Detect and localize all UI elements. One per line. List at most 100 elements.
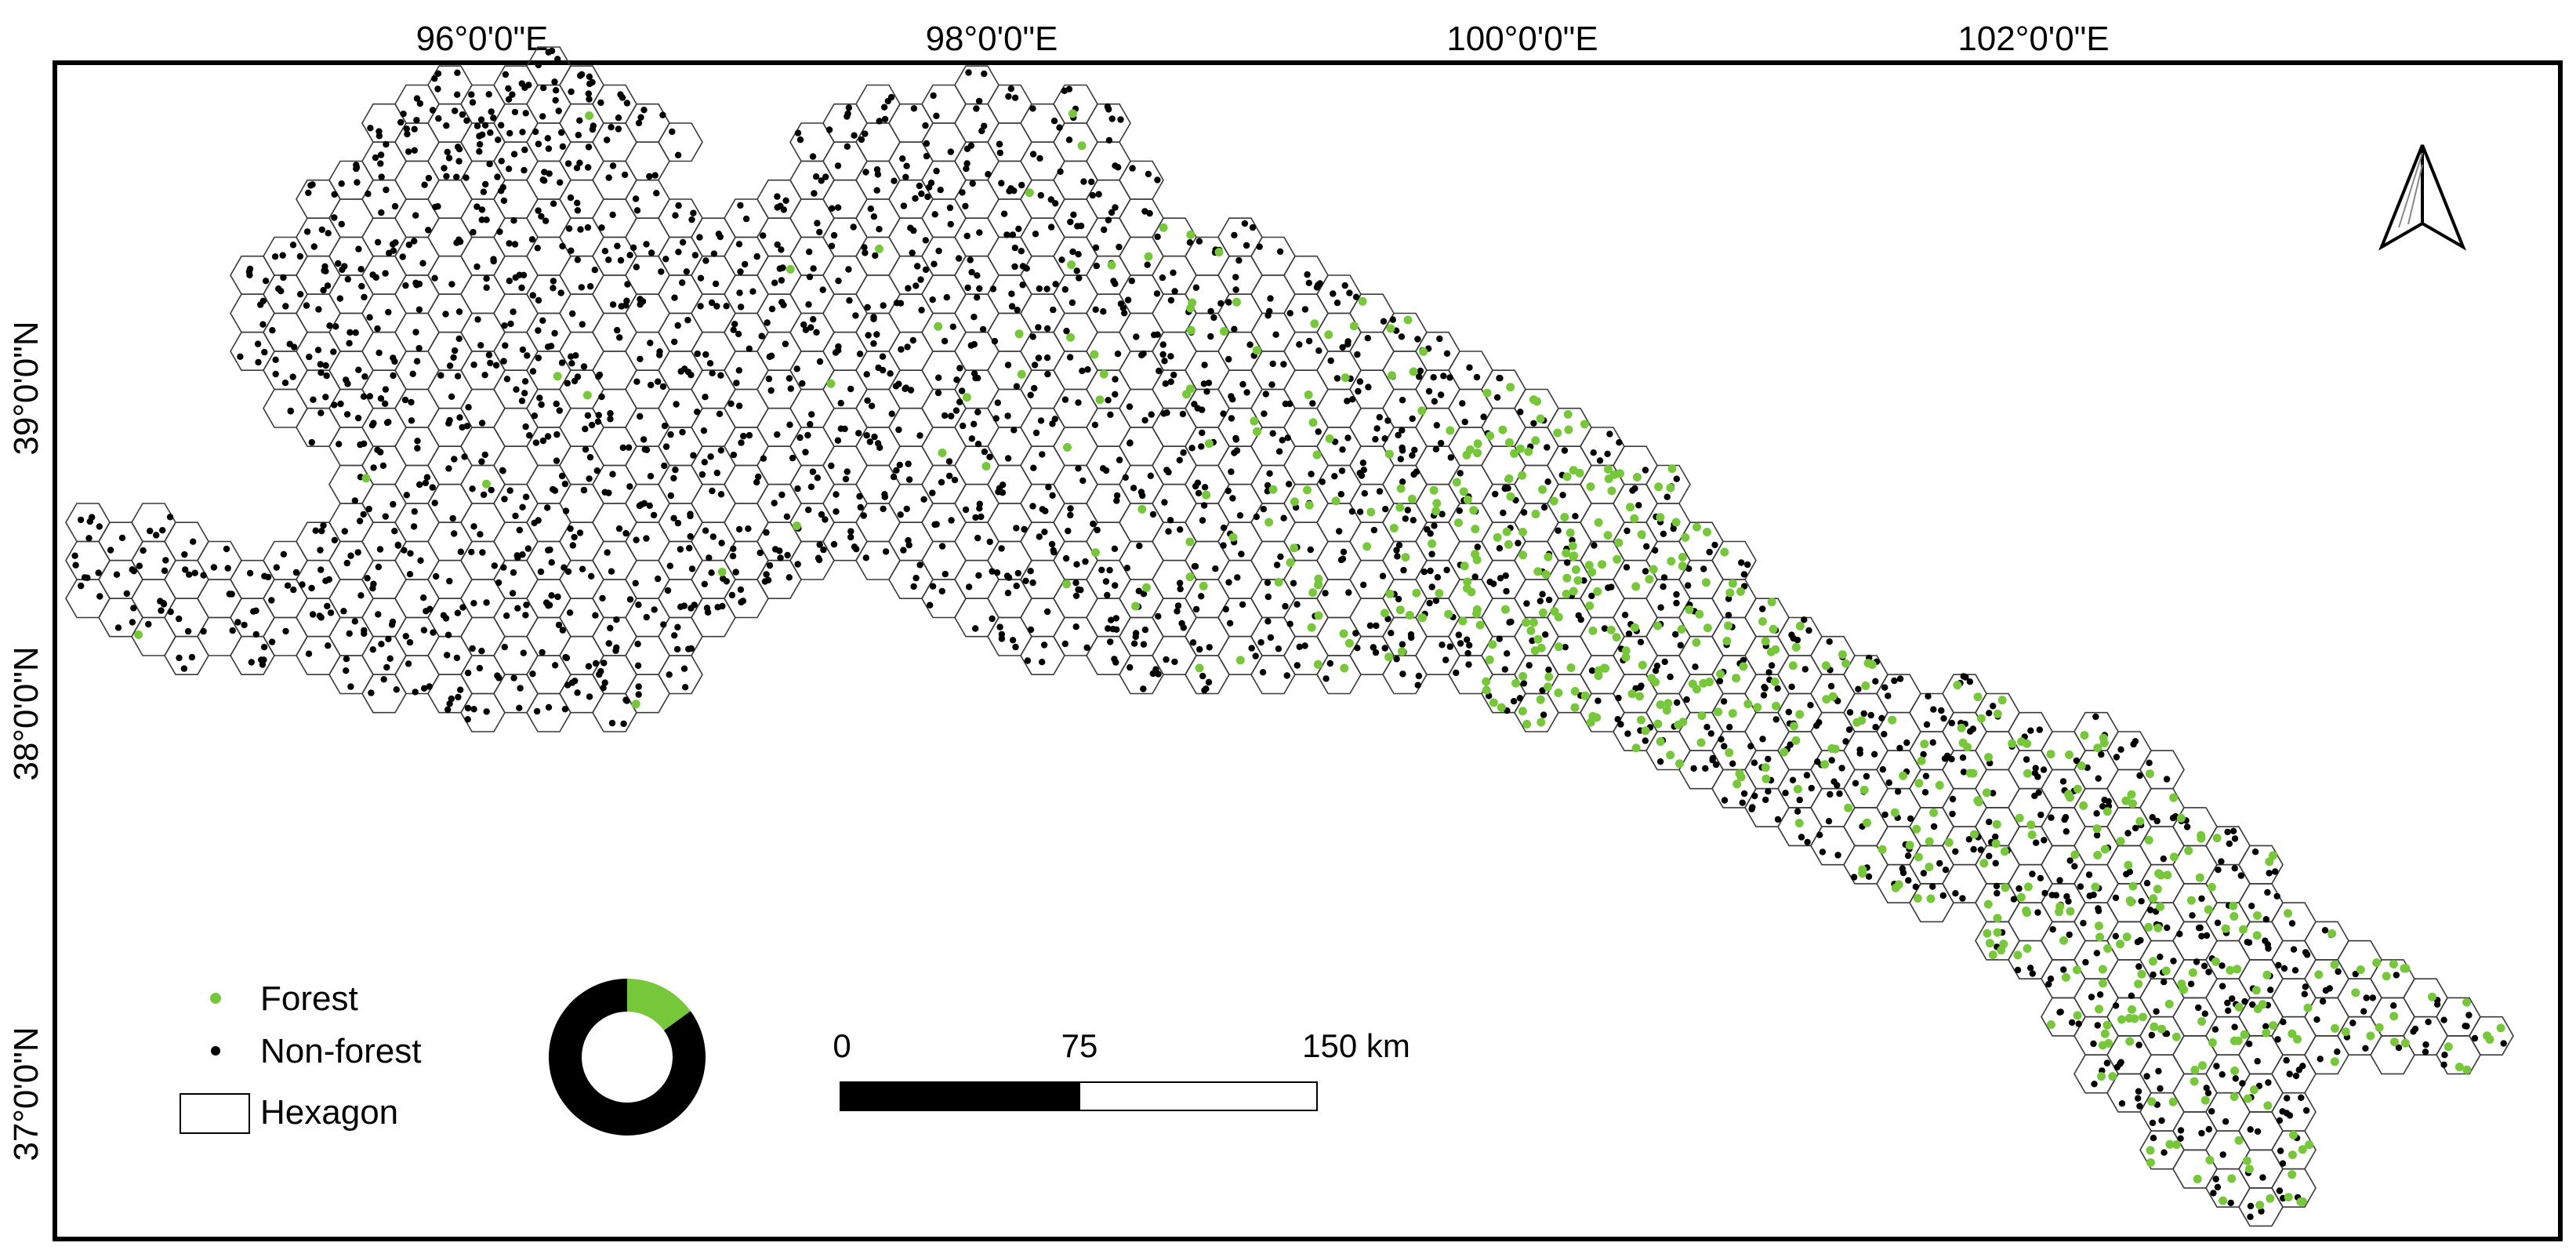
- forest-point: [1725, 748, 1734, 758]
- nonforest-point: [565, 225, 573, 232]
- nonforest-point: [1194, 405, 1201, 412]
- hexagon-cell: [1283, 521, 1329, 561]
- nonforest-point: [1966, 678, 1974, 685]
- nonforest-point: [521, 390, 528, 397]
- hexagon-cell: [921, 198, 967, 238]
- nonforest-point: [1376, 488, 1384, 495]
- nonforest-point: [1464, 636, 1471, 643]
- nonforest-point: [710, 250, 718, 257]
- nonforest-point: [1275, 645, 1283, 652]
- nonforest-point: [1029, 579, 1036, 587]
- nonforest-point: [356, 518, 364, 525]
- nonforest-point: [446, 362, 454, 369]
- nonforest-point: [368, 422, 376, 429]
- hexagon-cell: [559, 445, 604, 485]
- forest-point: [2023, 769, 2032, 778]
- nonforest-point: [706, 360, 714, 367]
- nonforest-point: [519, 503, 526, 511]
- forest-point: [1926, 894, 1936, 903]
- nonforest-point: [814, 220, 821, 227]
- forest-point: [1982, 788, 1991, 798]
- nonforest-point: [574, 256, 582, 263]
- nonforest-point: [95, 569, 102, 576]
- nonforest-point: [617, 256, 625, 264]
- forest-point: [1953, 681, 1962, 690]
- hexagon-cell: [888, 483, 934, 524]
- hexagon-cell: [263, 388, 308, 428]
- nonforest-point: [1154, 176, 1161, 184]
- nonforest-point: [1720, 698, 1728, 705]
- hexagon-cell: [822, 369, 868, 409]
- forest-point: [2125, 896, 2135, 905]
- nonforest-point: [903, 162, 910, 169]
- nonforest-point: [510, 308, 517, 315]
- nonforest-point: [130, 568, 137, 575]
- nonforest-point: [1768, 662, 1776, 669]
- nonforest-point: [1774, 816, 1782, 823]
- nonforest-point: [470, 228, 477, 236]
- forest-point: [1788, 661, 1798, 670]
- hexagon-cell: [2172, 997, 2218, 1037]
- forest-point: [1107, 260, 1116, 270]
- nonforest-point: [476, 148, 483, 155]
- nonforest-point: [1163, 467, 1170, 474]
- nonforest-point: [2135, 1088, 2142, 1095]
- nonforest-point: [1264, 579, 1272, 587]
- nonforest-point: [1515, 540, 1522, 547]
- nonforest-point: [623, 297, 630, 304]
- hexagon-cell: [1843, 731, 1888, 771]
- forest-point: [2208, 1038, 2217, 1047]
- nonforest-point: [297, 291, 304, 298]
- nonforest-point: [545, 49, 552, 56]
- nonforest-point: [485, 351, 493, 358]
- hexagon-cell: [328, 274, 374, 314]
- nonforest-point: [331, 402, 338, 409]
- nonforest-point: [2410, 1028, 2417, 1035]
- nonforest-point: [1814, 758, 1821, 765]
- hexagon-cell: [2172, 921, 2218, 961]
- nonforest-point: [513, 386, 520, 393]
- nonforest-point: [1501, 666, 1509, 673]
- nonforest-point: [952, 407, 960, 414]
- hexagon-cell: [1415, 635, 1460, 676]
- nonforest-point: [551, 329, 558, 337]
- nonforest-point: [1623, 564, 1631, 571]
- nonforest-point: [546, 170, 553, 177]
- forest-point: [2095, 1005, 2103, 1014]
- nonforest-point: [1108, 209, 1116, 216]
- hexagon-cell: [789, 198, 835, 238]
- nonforest-point: [403, 125, 410, 133]
- hexagon-cell: [1119, 427, 1164, 467]
- nonforest-point: [322, 362, 329, 369]
- nonforest-point: [844, 143, 851, 150]
- forest-point: [1252, 346, 1261, 355]
- nonforest-point: [1229, 495, 1236, 502]
- nonforest-point: [522, 493, 530, 500]
- nonforest-point: [774, 431, 781, 438]
- hexagon-cell: [1909, 692, 1954, 732]
- donut-forest-segment: [627, 979, 691, 1030]
- nonforest-point: [2103, 1059, 2111, 1066]
- forest-point: [1025, 188, 1034, 198]
- nonforest-point: [1132, 633, 1139, 641]
- nonforest-point: [887, 93, 895, 101]
- forest-point: [1482, 677, 1491, 686]
- forest-point: [1268, 485, 1278, 494]
- nonforest-point: [758, 332, 765, 340]
- nonforest-point: [805, 301, 812, 308]
- nonforest-point: [1865, 873, 1873, 881]
- nonforest-point: [2241, 997, 2248, 1005]
- nonforest-point: [1065, 136, 1073, 144]
- nonforest-point: [77, 516, 85, 524]
- nonforest-point: [681, 684, 689, 691]
- nonforest-point: [598, 224, 605, 231]
- nonforest-point: [1896, 675, 1904, 682]
- nonforest-point: [876, 118, 883, 125]
- nonforest-point: [2247, 1202, 2255, 1210]
- nonforest-point: [933, 112, 940, 119]
- nonforest-point: [483, 599, 490, 606]
- nonforest-point: [1141, 626, 1149, 634]
- nonforest-point: [1471, 573, 1478, 580]
- nonforest-point: [1041, 529, 1048, 536]
- nonforest-point: [976, 229, 983, 236]
